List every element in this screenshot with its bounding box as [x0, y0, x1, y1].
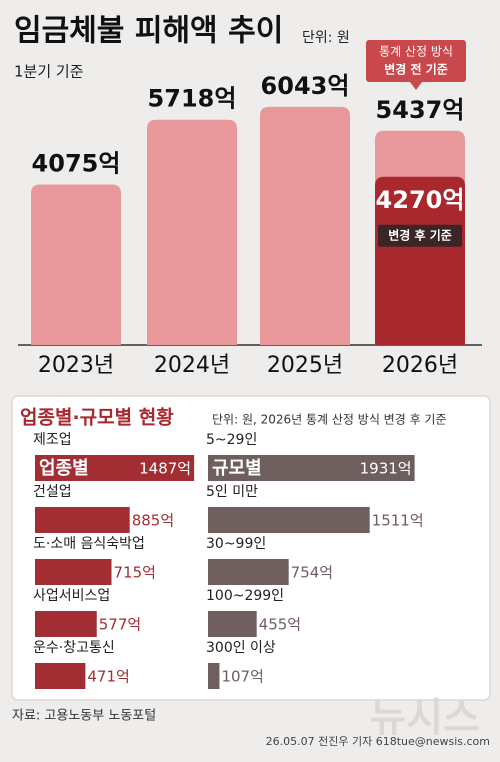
charts: 2023년 2024년 2025년 2026년 4075억 5718억 6043억 5437억…	[31, 72, 465, 689]
category-label: 사업서비스업	[33, 588, 110, 604]
subtitle: 1분기 기준	[14, 63, 84, 81]
annotation: 변경 후 기준	[388, 227, 452, 242]
title: 임금체불 피해액 추이	[14, 14, 283, 49]
value-label: 715억	[114, 564, 156, 582]
panel-title: 업종별·규모별 현황	[20, 406, 174, 429]
credit: 26.05.07 전진우 기자 618tue@newsis.com	[266, 735, 490, 748]
panel-unit: 단위: 원, 2026년 통계 산정 방식 변경 후 기준	[212, 413, 447, 427]
category-label: 100~299인	[206, 588, 284, 604]
value-label: 1931억	[360, 460, 412, 478]
category-label: 5~29인	[206, 432, 257, 448]
source: 자료: 고용노동부 노동포털	[12, 709, 156, 724]
bar	[35, 559, 112, 585]
bar	[208, 559, 289, 585]
value-label: 1487억	[139, 460, 191, 478]
x-tick-label: 2023년	[38, 353, 114, 378]
bar	[147, 119, 237, 345]
bar-label: 업종별	[39, 458, 89, 479]
bar	[35, 611, 97, 637]
bar	[35, 455, 195, 481]
bar	[260, 106, 350, 346]
bar	[35, 663, 86, 689]
value-label: 455억	[259, 616, 301, 634]
value-label: 107억	[221, 668, 263, 686]
bar	[35, 507, 130, 533]
value-label: 577억	[99, 616, 141, 634]
category-label: 제조업	[33, 432, 72, 448]
bar	[31, 184, 121, 345]
value-label: 4075억	[32, 149, 121, 177]
category-label: 건설업	[33, 484, 72, 500]
category-label: 도·소매 음식숙박업	[33, 536, 145, 552]
value-label: 5437억	[376, 96, 465, 124]
unit: 단위: 원	[302, 30, 350, 46]
x-tick-label: 2024년	[154, 353, 230, 378]
value-label: 885억	[132, 512, 174, 530]
logo: 뉴시스	[370, 695, 480, 741]
value-label: 1511억	[372, 512, 424, 530]
bar	[208, 663, 220, 689]
annotation-box	[378, 224, 462, 247]
annotation: 변경 전 기준	[384, 62, 448, 77]
category-label: 30~99인	[206, 536, 266, 552]
bar	[208, 455, 415, 481]
bar	[375, 176, 465, 345]
bar-label: 규모별	[212, 458, 262, 479]
category-label: 운수·창고통신	[33, 640, 115, 656]
value-label: 471억	[87, 668, 129, 686]
value-label: 6043억	[261, 72, 350, 100]
value-label: 5718억	[148, 85, 237, 113]
annotation: 통계 산정 방식	[379, 45, 453, 59]
x-tick-label: 2026년	[382, 353, 458, 378]
category-label: 5인 미만	[206, 484, 258, 500]
annotation-pointer	[410, 82, 422, 90]
x-tick-label: 2025년	[267, 353, 343, 378]
value-label: 4270억	[376, 186, 465, 214]
value-label: 754억	[291, 564, 333, 582]
category-label: 300인 이상	[206, 640, 276, 656]
bar	[208, 611, 257, 637]
annotation-box	[366, 40, 466, 82]
bar	[208, 507, 370, 533]
